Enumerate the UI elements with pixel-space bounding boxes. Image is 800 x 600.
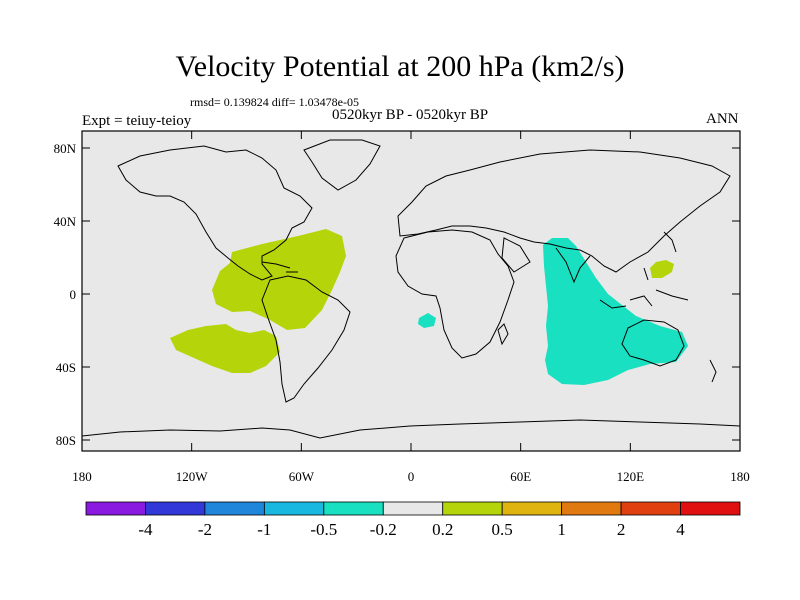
lon-tick-label: 60W [289, 469, 315, 484]
colorbar-label: 0.5 [492, 520, 513, 539]
colorbar-label: -1 [257, 520, 271, 539]
anomaly-gulf-of-guinea [418, 313, 436, 328]
period-subtitle: 0520kyr BP - 0520kyr BP [331, 107, 489, 123]
lat-tick-label: 40S [56, 360, 76, 375]
colorbar-box [145, 501, 206, 516]
map-background [82, 131, 740, 451]
colorbar-label: -2 [198, 520, 212, 539]
lon-tick-label: 120E [617, 469, 645, 484]
lat-tick-label: 80S [56, 433, 76, 448]
colorbar-box [501, 501, 563, 516]
lon-tick-label: 60E [510, 469, 531, 484]
colorbar-label: -0.5 [310, 520, 337, 539]
experiment-label: Expt = teiuy-teioy [82, 113, 192, 129]
season-label: ANN [706, 111, 739, 127]
lat-tick-label: 80N [54, 141, 77, 156]
rmsd-diff-stats: rmsd= 0.139824 diff= 1.03478e-05 [190, 95, 359, 109]
anomaly-indian-ocean [543, 238, 688, 385]
colorbar-label: 4 [676, 520, 685, 539]
colorbar: -4 -2 -1 -0.5 -0.2 0.2 0.5 1 2 4 [85, 501, 741, 539]
lon-tick-label: 120W [176, 469, 209, 484]
colorbar-label: -4 [138, 520, 153, 539]
colorbar-box [442, 501, 503, 516]
colorbar-box [204, 501, 265, 516]
colorbar-box [620, 501, 681, 516]
colorbar-box [263, 501, 325, 516]
coastlines [82, 139, 740, 439]
lat-tick-label: 40N [54, 214, 77, 229]
colorbar-label: 2 [617, 520, 626, 539]
lat-tick-label: 0 [70, 287, 77, 302]
longitude-axis: 180 120W 60W 0 60E 120E 180 [72, 131, 750, 484]
latitude-axis: 80N 40N 0 40S 80S [54, 141, 740, 448]
lon-tick-label: 180 [72, 469, 92, 484]
colorbar-label: 0.2 [432, 520, 453, 539]
colorbar-box [382, 501, 444, 516]
colorbar-box [561, 501, 622, 516]
lon-tick-label: 180 [730, 469, 750, 484]
lon-tick-label: 0 [408, 469, 415, 484]
plot-title: Velocity Potential at 200 hPa (km2/s) [175, 50, 625, 83]
anomaly-south-pacific [170, 324, 280, 373]
colorbar-label: 1 [557, 520, 566, 539]
colorbar-box [680, 501, 741, 516]
colorbar-box [85, 501, 146, 516]
colorbar-label: -0.2 [370, 520, 397, 539]
anomaly-west-pacific [650, 260, 674, 278]
colorbar-box [323, 501, 384, 516]
anomaly-tropical-atlantic [212, 229, 346, 330]
